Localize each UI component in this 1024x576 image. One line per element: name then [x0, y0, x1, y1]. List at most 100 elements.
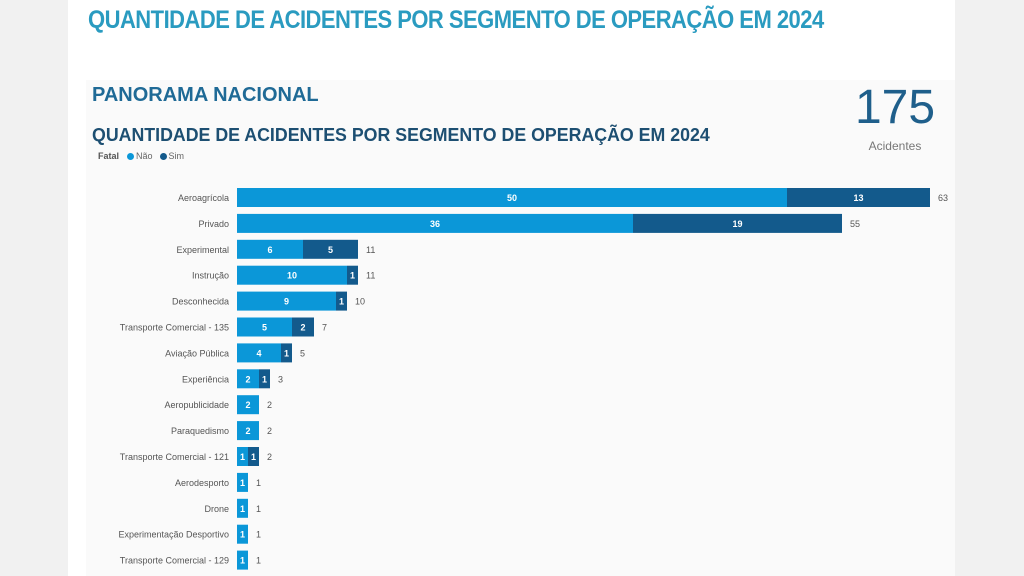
bar-segment-nao[interactable]	[237, 213, 633, 233]
bar-segment-sim[interactable]	[633, 213, 842, 233]
category-label: Privado	[198, 219, 229, 229]
data-label: 6	[267, 245, 272, 255]
data-label: 1	[240, 504, 245, 514]
total-label: 10	[355, 297, 365, 307]
category-label: Instrução	[192, 271, 229, 281]
kpi-total-value: 175	[854, 81, 936, 134]
data-label: 1	[240, 556, 245, 566]
bar-segment-sim[interactable]	[259, 369, 270, 389]
category-label: Drone	[204, 504, 229, 514]
data-label: 5	[262, 323, 267, 333]
category-label: Aeropublicidade	[164, 400, 229, 410]
bar-row: Experimental 6 5 11	[176, 239, 375, 259]
bar-segment-nao[interactable]	[237, 550, 248, 570]
bar-row: Desconhecida 9 1 10	[172, 291, 365, 311]
category-label: Transporte Comercial - 121	[120, 452, 229, 462]
bar-row: Paraquedismo 2 2	[171, 421, 272, 441]
data-label: 1	[284, 348, 289, 358]
category-label: Experiência	[182, 374, 229, 384]
kpi-total-label: Acidentes	[868, 139, 922, 153]
total-label: 1	[256, 504, 261, 514]
bar-segment-nao[interactable]	[237, 498, 248, 518]
bar-segment-sim[interactable]	[248, 447, 259, 466]
category-label: Aeroagrícola	[178, 193, 229, 203]
data-label: 1	[240, 452, 245, 462]
category-label: Paraquedismo	[171, 426, 229, 436]
bar-row: Aeroagrícola 50 13 63	[178, 188, 948, 207]
data-label: 19	[732, 219, 742, 229]
bar-segment-nao[interactable]	[237, 395, 259, 415]
total-label: 1	[256, 478, 261, 488]
bar-segment-nao[interactable]	[237, 421, 259, 441]
bar-row: Aerodesporto 1 1	[175, 472, 261, 492]
bar-segment-sim[interactable]	[347, 265, 358, 285]
data-label: 1	[251, 452, 256, 462]
data-label: 2	[245, 374, 250, 384]
chart-legend: Fatal Não Sim	[98, 151, 187, 161]
total-label: 3	[278, 374, 283, 384]
bar-row: Instrução 10 1 11	[192, 265, 375, 285]
bar-segment-nao[interactable]	[237, 265, 347, 285]
category-label: Aviação Pública	[165, 348, 229, 358]
bar-segment-sim[interactable]	[281, 343, 292, 363]
bar-row: Aviação Pública 4 1 5	[165, 343, 305, 363]
total-label: 55	[850, 219, 860, 229]
chart-panel	[86, 80, 955, 576]
legend-item-nao[interactable]: Não	[127, 151, 153, 161]
total-label: 2	[267, 400, 272, 410]
data-label: 1	[350, 271, 355, 281]
bar-row: Transporte Comercial - 129 1 1	[120, 550, 261, 570]
bar-segment-nao[interactable]	[237, 239, 303, 259]
bar-segment-nao[interactable]	[237, 188, 787, 207]
data-label: 2	[300, 323, 305, 333]
data-label: 1	[339, 297, 344, 307]
data-label: 2	[245, 400, 250, 410]
bar-row: Transporte Comercial - 135 5 2 7	[120, 317, 327, 337]
panel-title: PANORAMA NACIONAL	[92, 84, 319, 106]
data-label: 9	[284, 297, 289, 307]
total-label: 63	[938, 193, 948, 203]
bar-segment-nao[interactable]	[237, 472, 248, 492]
bar-segment-nao[interactable]	[237, 369, 259, 389]
bar-row: Transporte Comercial - 121 1 1 2	[120, 447, 272, 466]
bar-row: Privado 36 19 55	[198, 213, 860, 233]
bar-row: Experiência 2 1 3	[182, 369, 283, 389]
total-label: 11	[366, 271, 375, 281]
bar-segment-nao[interactable]	[237, 317, 292, 337]
total-label: 5	[300, 348, 305, 358]
legend-item-sim[interactable]: Sim	[159, 151, 185, 161]
data-label: 4	[256, 348, 261, 358]
bar-segment-nao[interactable]	[237, 524, 248, 544]
bar-segment-nao[interactable]	[237, 447, 248, 466]
data-label: 13	[853, 193, 863, 203]
total-label: 1	[256, 556, 261, 566]
legend-dot-sim-icon	[159, 152, 167, 160]
bar-segment-sim[interactable]	[292, 317, 314, 337]
category-label: Desconhecida	[172, 297, 229, 307]
category-label: Experimental	[176, 245, 229, 255]
bar-segment-nao[interactable]	[237, 291, 336, 311]
legend-title: Fatal	[98, 151, 120, 161]
data-label: 10	[287, 271, 297, 281]
bar-segment-sim[interactable]	[303, 239, 358, 259]
bar-segment-nao[interactable]	[237, 343, 281, 363]
data-label: 1	[262, 374, 267, 384]
legend-label-nao: Não	[136, 151, 153, 161]
bar-segment-sim[interactable]	[336, 291, 347, 311]
data-label: 2	[245, 426, 250, 436]
bar-segment-sim[interactable]	[787, 188, 930, 207]
page-title: QUANTIDADE DE ACIDENTES POR SEGMENTO DE …	[88, 6, 824, 34]
data-label: 1	[240, 530, 245, 540]
legend-label-sim: Sim	[168, 151, 185, 161]
total-label: 11	[366, 245, 375, 255]
category-label: Transporte Comercial - 135	[120, 323, 229, 333]
data-label: 5	[328, 245, 333, 255]
data-label: 36	[430, 219, 440, 229]
data-label: 50	[507, 193, 517, 203]
total-label: 1	[256, 530, 261, 540]
data-label: 1	[240, 478, 245, 488]
total-label: 7	[322, 323, 327, 333]
chart-title: QUANTIDADE DE ACIDENTES POR SEGMENTO DE …	[92, 124, 710, 145]
bar-row: Experimentação Desportivo 1 1	[118, 524, 261, 544]
